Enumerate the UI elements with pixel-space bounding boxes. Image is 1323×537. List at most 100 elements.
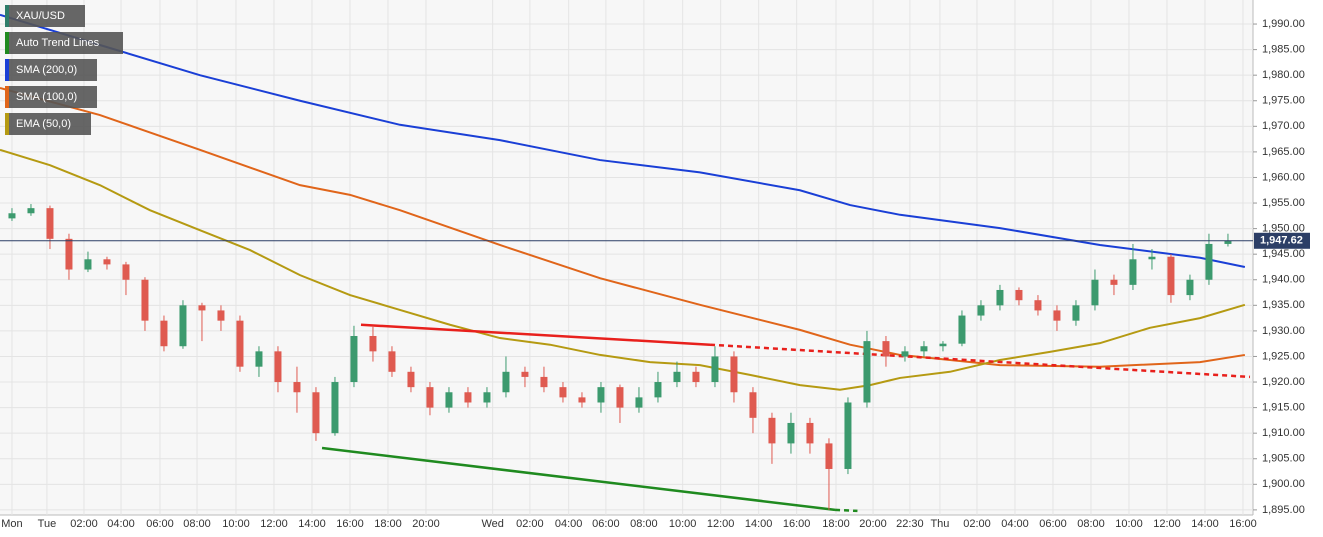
candle-body <box>388 351 396 372</box>
x-tick-label: 20:00 <box>412 518 440 530</box>
y-tick-label: 1,980.00 <box>1262 69 1305 81</box>
candle-body <box>255 351 263 367</box>
y-tick-label: 1,965.00 <box>1262 146 1305 158</box>
candle-body <box>122 264 130 280</box>
legend-swatch <box>5 5 9 27</box>
x-tick-label: Thu <box>930 518 949 530</box>
candle-body <box>103 259 111 265</box>
candle-body <box>939 343 947 347</box>
candle-body <box>407 371 415 388</box>
x-tick-label: 10:00 <box>669 518 697 530</box>
candle-body <box>293 382 301 393</box>
y-tick-label: 1,920.00 <box>1262 376 1305 388</box>
x-tick-label: Mon <box>1 518 22 530</box>
y-tick-label: 1,950.00 <box>1262 223 1305 235</box>
legend-box <box>5 32 123 54</box>
x-tick-label: 02:00 <box>70 518 98 530</box>
candle-body <box>27 208 35 214</box>
legend-label: Auto Trend Lines <box>16 37 100 49</box>
trend-line <box>321 446 836 512</box>
candle-body <box>84 259 92 270</box>
candle-body <box>464 392 472 403</box>
candle-body <box>369 336 377 352</box>
x-tick-label: 14:00 <box>298 518 326 530</box>
x-tick-label: 04:00 <box>1001 518 1029 530</box>
legend-label: EMA (50,0) <box>16 118 71 130</box>
x-tick-label: 16:00 <box>336 518 364 530</box>
candle-body <box>882 341 890 357</box>
x-tick-label: 02:00 <box>963 518 991 530</box>
candle-body <box>46 208 54 239</box>
x-tick-label: 16:00 <box>1229 518 1257 530</box>
y-tick-label: 1,970.00 <box>1262 120 1305 132</box>
x-tick-label: 06:00 <box>592 518 620 530</box>
candle-body <box>1110 279 1118 285</box>
indicator-line <box>0 86 1246 368</box>
candle-body <box>977 305 985 316</box>
x-tick-label: 04:00 <box>555 518 583 530</box>
candle-body <box>863 341 871 403</box>
candle-body <box>825 443 833 469</box>
x-tick-label: 10:00 <box>222 518 250 530</box>
candle-body <box>141 279 149 321</box>
y-tick-label: 1,955.00 <box>1262 197 1305 209</box>
trend-line <box>360 323 711 346</box>
trend-line <box>709 343 1251 379</box>
legend-box <box>5 5 85 27</box>
legend-swatch <box>5 59 9 81</box>
y-tick-label: 1,975.00 <box>1262 95 1305 107</box>
candle-body <box>217 310 225 321</box>
candle-body <box>616 387 624 408</box>
x-tick-label: 18:00 <box>822 518 850 530</box>
candle-body <box>350 336 358 383</box>
last-price-box <box>1254 232 1310 249</box>
candle-body <box>901 351 909 357</box>
y-tick-label: 1,910.00 <box>1262 427 1305 439</box>
candle-body <box>540 376 548 388</box>
candle-body <box>635 397 643 408</box>
y-tick-label: 1,990.00 <box>1262 18 1305 30</box>
y-tick-label: 1,925.00 <box>1262 350 1305 362</box>
x-tick-label: 12:00 <box>707 518 735 530</box>
legend-box <box>5 59 97 81</box>
x-tick-label: 10:00 <box>1115 518 1143 530</box>
candle-body <box>274 351 282 383</box>
x-tick-label: 12:00 <box>1153 518 1181 530</box>
y-tick-label: 1,895.00 <box>1262 504 1305 516</box>
candle-body <box>198 305 206 311</box>
candle-body <box>1148 256 1156 260</box>
candle-body <box>730 356 738 393</box>
candle-body <box>426 387 434 408</box>
candle-body <box>787 422 795 444</box>
indicator-line <box>0 13 1246 268</box>
y-tick-label: 1,940.00 <box>1262 274 1305 286</box>
candle-body <box>8 213 16 219</box>
candle-body <box>1072 305 1080 321</box>
x-tick-label: 20:00 <box>859 518 887 530</box>
candle-body <box>1015 289 1023 301</box>
candles <box>8 204 1232 510</box>
candle-body <box>1091 279 1099 306</box>
candle-body <box>521 371 529 377</box>
y-tick-label: 1,945.00 <box>1262 248 1305 260</box>
x-tick-label: Wed <box>481 518 503 530</box>
candle-body <box>483 392 491 403</box>
last-price-label: 1,947.62 <box>1260 235 1303 247</box>
legend-label: SMA (200,0) <box>16 64 77 76</box>
candle-body <box>179 305 187 347</box>
y-tick-label: 1,935.00 <box>1262 299 1305 311</box>
candle-body <box>768 417 776 444</box>
candle-body <box>597 387 605 403</box>
candle-body <box>312 392 320 434</box>
legend-label: SMA (100,0) <box>16 91 77 103</box>
x-tick-label: 14:00 <box>1191 518 1219 530</box>
candle-body <box>1186 279 1194 296</box>
x-tick-label: 22:30 <box>896 518 924 530</box>
legend-swatch <box>5 32 9 54</box>
candle-body <box>331 382 339 434</box>
candle-body <box>749 392 757 418</box>
x-tick-label: Tue <box>38 518 57 530</box>
candle-body <box>65 238 73 270</box>
candle-body <box>445 392 453 408</box>
candle-body <box>692 371 700 383</box>
